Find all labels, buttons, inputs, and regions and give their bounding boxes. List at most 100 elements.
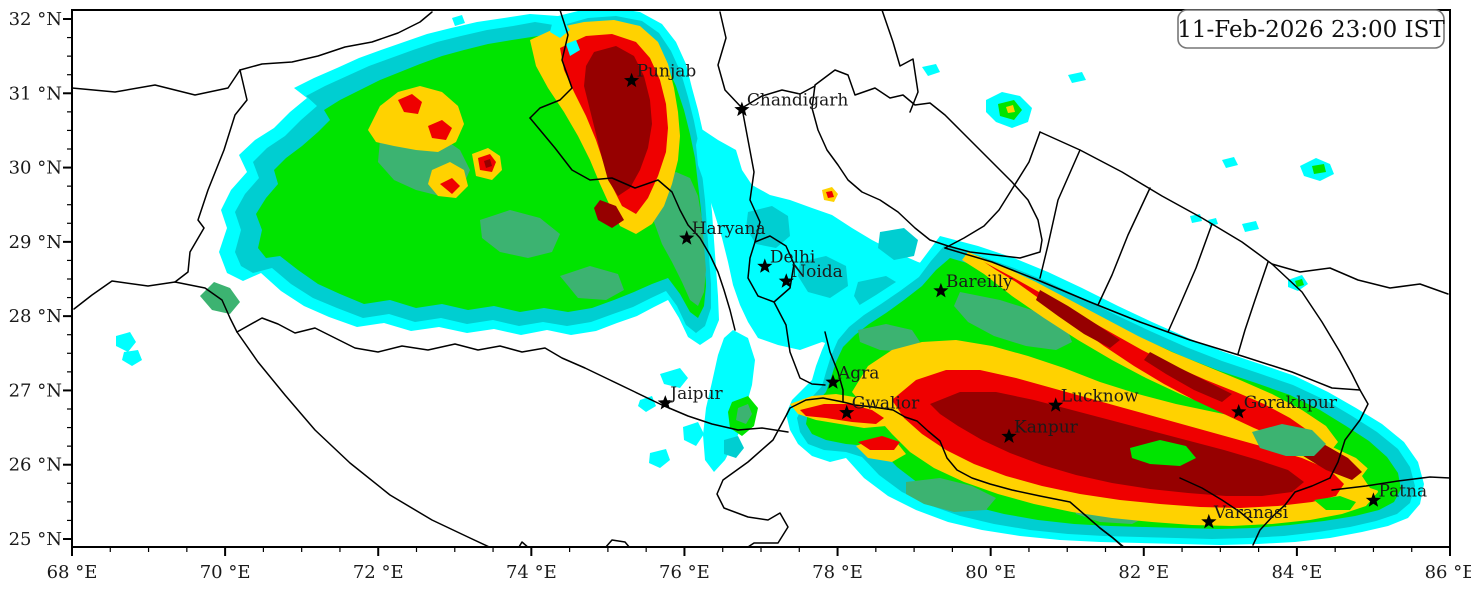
precip-cyan-region [703, 330, 755, 472]
state-boundary [716, 413, 789, 547]
state-boundary [174, 69, 248, 283]
lon-tick-label: 80 °E [965, 562, 1016, 583]
lon-tick-label: 72 °E [353, 562, 404, 583]
city-star-icon [933, 282, 949, 298]
city-marker-patna: Patna [1365, 481, 1427, 507]
lat-tick-label: 28 °N [9, 306, 62, 327]
precip-cyan-region [1222, 157, 1238, 168]
city-label-agra: Agra [837, 363, 879, 383]
city-star-icon [1048, 397, 1064, 412]
lon-tick-label: 84 °E [1272, 562, 1323, 583]
precip-darkred-region [484, 159, 492, 168]
precip-seagreen-region [560, 266, 624, 300]
state-boundary [786, 397, 844, 415]
state-boundary [1331, 476, 1450, 491]
city-label-haryana: Haryana [692, 219, 766, 239]
timestamp-badge: 11-Feb-2026 23:00 IST [1177, 9, 1445, 49]
city-label-noida: Noida [791, 262, 843, 282]
city-marker-varanasi: Varanasi [1201, 503, 1289, 529]
state-boundary [944, 247, 1369, 479]
lon-tick-label: 82 °E [1118, 562, 1169, 583]
lat-tick-label: 30 °N [9, 158, 62, 179]
city-star-icon [778, 273, 794, 288]
city-marker-punjab: Punjab [624, 62, 697, 88]
state-boundary [881, 10, 919, 113]
precip-darkred-region [1036, 290, 1120, 348]
state-boundaries-layer [72, 10, 1450, 547]
state-boundary [1252, 477, 1331, 546]
city-label-varanasi: Varanasi [1213, 503, 1289, 523]
city-marker-jaipur: Jaipur [657, 384, 724, 410]
precip-seagreen-region [1252, 424, 1326, 456]
city-star-icon [624, 72, 640, 88]
city-marker-haryana: Haryana [679, 219, 766, 245]
city-label-punjab: Punjab [637, 62, 697, 82]
state-boundary [1167, 223, 1213, 333]
lon-tick-label: 78 °E [812, 562, 863, 583]
precip-teal-region [724, 436, 744, 458]
precip-teal-region [878, 228, 918, 260]
city-label-gorakhpur: Gorakhpur [1244, 393, 1338, 413]
state-boundary [1039, 149, 1081, 279]
lat-tick-label: 26 °N [9, 455, 62, 476]
precip-red-region [800, 404, 884, 424]
state-boundary [1039, 131, 1361, 391]
state-boundary [1237, 261, 1269, 355]
state-boundary [1099, 527, 1125, 547]
lon-tick-label: 68 °E [47, 562, 98, 583]
lat-tick-label: 32 °N [9, 9, 62, 30]
city-marker-agra: Agra [825, 363, 879, 389]
state-boundary [824, 331, 844, 403]
precip-seagreen-region [858, 324, 920, 352]
lon-tick-label: 76 °E [659, 562, 710, 583]
city-label-patna: Patna [1378, 481, 1427, 501]
precip-seagreen-region [480, 210, 560, 258]
lat-tick-label: 25 °N [9, 529, 62, 550]
city-label-lucknow: Lucknow [1061, 386, 1139, 406]
precip-cyan-region [649, 449, 670, 468]
city-marker-gwalior: Gwalior [839, 394, 920, 420]
precipitation-layer [116, 10, 1424, 545]
city-label-chandigarh: Chandigarh [747, 91, 849, 111]
precip-darkred-region [1144, 352, 1232, 402]
city-star-icon [1231, 404, 1247, 419]
precip-cyan-region [922, 64, 940, 76]
state-boundary [842, 401, 1125, 547]
city-star-icon [757, 258, 773, 273]
precip-seagreen-region [736, 404, 752, 424]
city-label-jaipur: Jaipur [668, 384, 723, 404]
state-boundary [1097, 187, 1151, 306]
state-boundary [773, 301, 826, 386]
city-label-bareilly: Bareilly [946, 272, 1013, 292]
city-label-gwalior: Gwalior [852, 394, 920, 414]
city-star-icon [1201, 513, 1217, 529]
lon-tick-label: 86 °E [1425, 562, 1471, 583]
city-label-kanpur: Kanpur [1014, 417, 1079, 437]
city-star-icon [1001, 428, 1017, 443]
lat-tick-label: 29 °N [9, 232, 62, 253]
state-boundary [72, 69, 241, 96]
precip-red-region [428, 120, 452, 140]
precip-cyan-region [660, 368, 688, 388]
city-label-delhi: Delhi [770, 247, 816, 267]
precip-red-region [398, 94, 422, 114]
precip-seagreen-region [906, 478, 996, 512]
city-star-icon [734, 101, 750, 117]
precip-cyan-region [1242, 221, 1259, 232]
precip-cyan-region [566, 40, 580, 56]
precip-green-region [1312, 164, 1326, 174]
city-marker-gorakhpur: Gorakhpur [1231, 393, 1338, 419]
city-marker-kanpur: Kanpur [1001, 417, 1079, 443]
state-boundary [811, 69, 1043, 259]
precip-green-region [1295, 279, 1304, 287]
city-star-icon [679, 230, 695, 245]
city-star-icon [825, 374, 841, 389]
precip-red-region [858, 436, 900, 450]
precip-cyan-region [122, 350, 142, 366]
city-star-icon [657, 395, 673, 410]
precip-red-region [826, 191, 834, 198]
lon-tick-label: 70 °E [200, 562, 251, 583]
